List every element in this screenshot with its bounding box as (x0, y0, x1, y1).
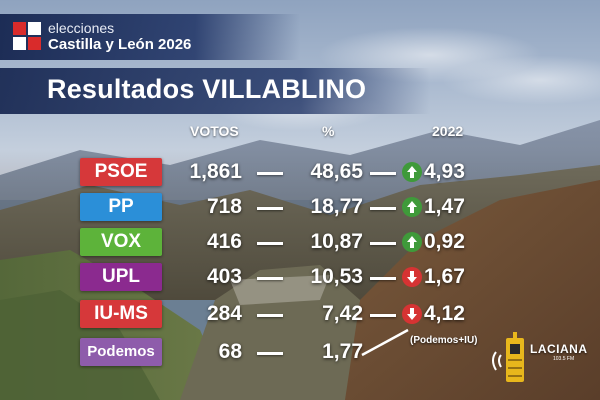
votes-value: 1,861 (189, 160, 242, 183)
change-2022-value: 0,92 (424, 230, 465, 253)
change-2022-value: 1,67 (424, 265, 465, 288)
separator-dash (370, 277, 396, 280)
percent-value: 48,65 (310, 160, 363, 183)
separator-dash (257, 352, 283, 355)
change-2022-value: 1,47 (424, 195, 465, 218)
votes-value: 416 (206, 230, 242, 253)
separator-dash (370, 172, 396, 175)
votes-value: 68 (218, 340, 242, 363)
separator-dash (257, 172, 283, 175)
header-band (0, 14, 300, 60)
separator-dash (370, 314, 396, 317)
arrow-down-icon (402, 267, 422, 287)
separator-dash (370, 242, 396, 245)
separator-dash (257, 314, 283, 317)
percent-value: 7,42 (322, 302, 363, 325)
arrow-up-icon (402, 232, 422, 252)
radio-name: LACIANA (530, 342, 588, 356)
separator-dash (257, 277, 283, 280)
separator-dash (370, 207, 396, 210)
party-label: UPL (80, 263, 162, 291)
party-label: Podemos (80, 338, 162, 366)
page-title: Resultados VILLABLINO (47, 74, 367, 104)
change-2022-value: 4,12 (424, 302, 465, 325)
elections-logo-icon (13, 22, 41, 50)
title-band (0, 68, 430, 114)
percent-value: 1,77 (322, 340, 363, 363)
column-header-percent: % (322, 123, 335, 139)
radio-frequency: 103.5 FM (553, 356, 575, 362)
separator-dash (257, 207, 283, 210)
party-label: PSOE (80, 158, 162, 186)
party-label: PP (80, 193, 162, 221)
party-label: VOX (80, 228, 162, 256)
podemos-iu-note: (Podemos+IU) (410, 335, 478, 346)
percent-value: 18,77 (310, 195, 363, 218)
votes-value: 284 (206, 302, 242, 325)
header-subtitle: elecciones (48, 20, 115, 36)
header-region: Castilla y León 2026 (48, 36, 192, 53)
arrow-up-icon (402, 162, 422, 182)
separator-dash (257, 242, 283, 245)
percent-value: 10,53 (310, 265, 363, 288)
radio-laciana-logo-icon (492, 332, 524, 382)
arrow-up-icon (402, 197, 422, 217)
change-2022-value: 4,93 (424, 160, 465, 183)
percent-value: 10,87 (310, 230, 363, 253)
column-header-votes: VOTOS (190, 123, 239, 139)
votes-value: 718 (206, 195, 242, 218)
arrow-down-icon (402, 304, 422, 324)
votes-value: 403 (206, 265, 242, 288)
column-header-2022: 2022 (432, 123, 464, 139)
party-label: IU-MS (80, 300, 162, 328)
